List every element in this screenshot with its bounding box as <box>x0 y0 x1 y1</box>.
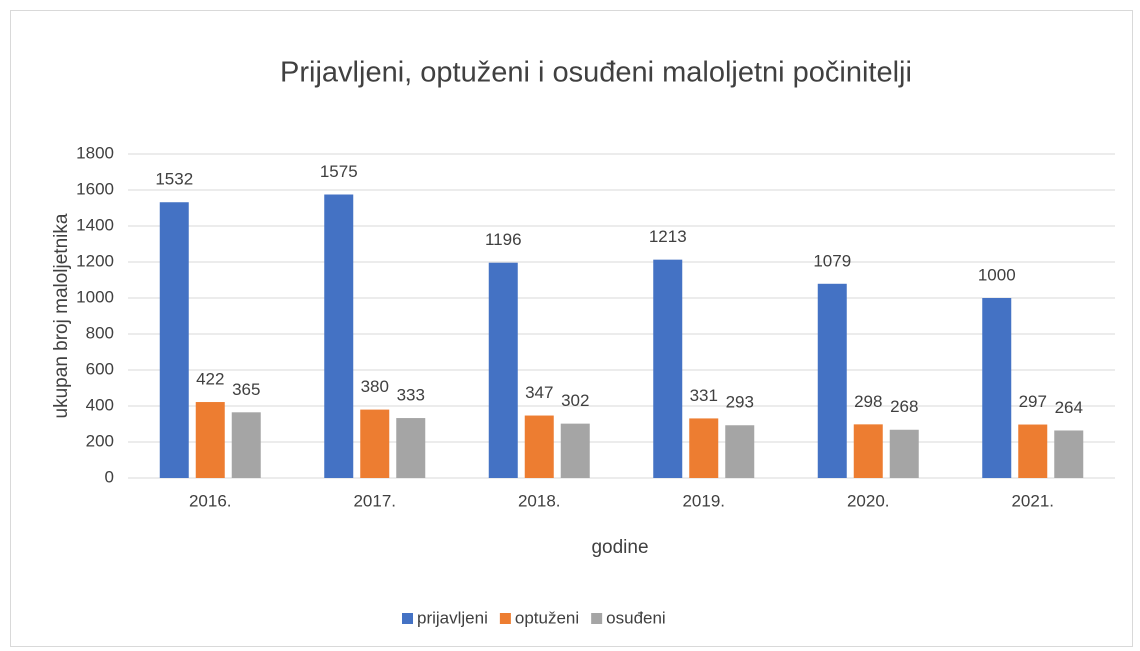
x-tick-label: 2020. <box>847 491 890 510</box>
x-tick-label: 2021. <box>1011 491 1054 510</box>
legend-label: osuđeni <box>606 608 666 627</box>
y-tick-label: 1200 <box>76 251 114 270</box>
y-tick-label: 1400 <box>76 215 114 234</box>
bar <box>488 262 518 478</box>
bar <box>195 402 225 478</box>
data-label: 268 <box>890 397 918 416</box>
data-label: 1532 <box>155 170 193 189</box>
x-tick-label: 2019. <box>682 491 725 510</box>
x-axis-title: godine <box>591 537 648 558</box>
y-tick-label: 200 <box>86 431 114 450</box>
data-label: 1079 <box>813 251 851 270</box>
data-label: 293 <box>726 393 754 412</box>
x-tick-label: 2017. <box>353 491 396 510</box>
y-tick-label: 0 <box>105 467 114 486</box>
bar <box>524 415 554 478</box>
data-label: 380 <box>361 377 389 396</box>
bar <box>817 283 847 478</box>
legend-label: prijavljeni <box>417 608 488 627</box>
bar <box>560 423 590 478</box>
y-tick-label: 600 <box>86 359 114 378</box>
bar <box>653 259 683 478</box>
y-tick-label: 400 <box>86 395 114 414</box>
data-label: 1213 <box>649 227 687 246</box>
bar <box>982 298 1012 478</box>
chart-title: Prijavljeni, optuženi i osuđeni maloljet… <box>280 57 912 89</box>
data-label: 347 <box>525 383 553 402</box>
chart-border <box>10 10 1133 647</box>
bar <box>889 429 919 478</box>
y-tick-label: 1600 <box>76 179 114 198</box>
data-label: 365 <box>232 380 260 399</box>
legend-label: optuženi <box>515 608 579 627</box>
x-tick-label: 2018. <box>518 491 561 510</box>
data-label: 298 <box>854 392 882 411</box>
data-label: 264 <box>1055 398 1083 417</box>
y-tick-label: 1800 <box>76 143 114 162</box>
bar <box>231 412 261 478</box>
data-label: 1000 <box>978 265 1016 284</box>
legend-swatch <box>591 613 603 624</box>
legend-swatch <box>402 613 413 624</box>
x-tick-label: 2016. <box>189 491 232 510</box>
bar <box>689 418 719 478</box>
data-label: 333 <box>397 386 425 405</box>
y-axis-title: ukupan broj maloljetnika <box>51 213 72 418</box>
bar <box>853 424 883 478</box>
bar <box>360 409 390 478</box>
bar <box>324 194 354 478</box>
data-label: 1575 <box>320 162 358 181</box>
legend-swatch <box>499 613 511 624</box>
data-label: 422 <box>196 370 224 389</box>
bar <box>1018 424 1048 478</box>
data-label: 297 <box>1019 392 1047 411</box>
bar <box>159 202 189 479</box>
bar <box>1054 430 1084 478</box>
data-label: 331 <box>690 386 718 405</box>
y-tick-label: 1000 <box>76 287 114 306</box>
data-label: 1196 <box>485 230 522 249</box>
y-tick-label: 800 <box>86 323 114 342</box>
bar <box>396 418 426 478</box>
data-label: 302 <box>561 391 589 410</box>
bar <box>725 425 755 478</box>
